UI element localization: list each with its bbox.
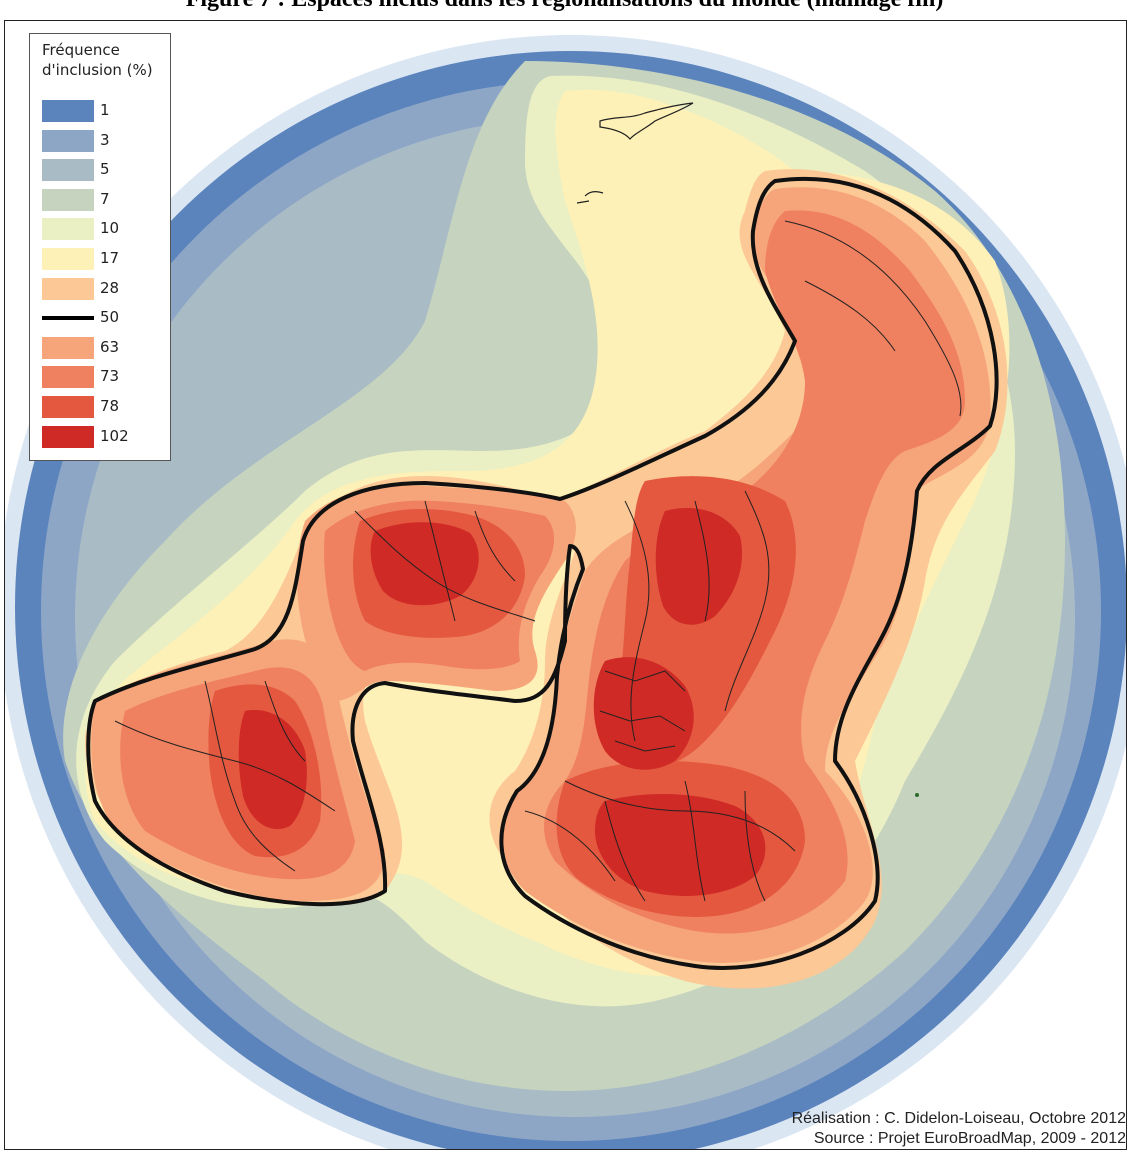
legend-label: 63 bbox=[100, 337, 120, 356]
legend-swatch bbox=[42, 396, 94, 418]
legend-label: 1 bbox=[100, 101, 110, 119]
credits-realisation: Réalisation : C. Didelon-Loiseau, Octobr… bbox=[791, 1110, 1126, 1127]
sa-102 bbox=[238, 710, 307, 830]
europe-102 bbox=[593, 657, 694, 770]
legend-swatch bbox=[42, 366, 94, 389]
legend-title: Fréquence d'inclusion (%) bbox=[42, 40, 153, 80]
legend-label: 7 bbox=[100, 189, 110, 208]
legend-label: 10 bbox=[100, 219, 120, 238]
legend-label: 102 bbox=[100, 426, 129, 445]
legend-title-line1: Fréquence bbox=[42, 41, 120, 59]
legend-title-line2: d'inclusion (%) bbox=[42, 61, 153, 79]
legend: Fréquence d'inclusion (%) 1 3 5 7 10 17 28 50 63… bbox=[29, 33, 171, 461]
legend-swatch bbox=[42, 159, 94, 182]
legend-swatch bbox=[42, 336, 94, 359]
legend-swatch bbox=[42, 248, 94, 270]
core-region bbox=[91, 187, 991, 963]
legend-label: 5 bbox=[100, 160, 110, 179]
map-title: Figure 7 : Espaces inclus dans les régio… bbox=[0, 0, 1129, 13]
contour-50 bbox=[86, 176, 999, 970]
legend-swatch bbox=[42, 218, 94, 241]
africa-102 bbox=[595, 794, 766, 896]
na-102 bbox=[370, 522, 479, 606]
legend-label: 17 bbox=[100, 249, 120, 267]
legend-label: 50 bbox=[100, 308, 120, 327]
legend-line-swatch bbox=[42, 307, 94, 329]
asia-102 bbox=[655, 508, 743, 625]
island-dot bbox=[915, 793, 919, 797]
credits: Réalisation : C. Didelon-Loiseau, Octobr… bbox=[792, 1109, 1126, 1149]
legend-swatch bbox=[42, 100, 94, 122]
arctic-outlines bbox=[576, 102, 694, 204]
legend-swatch bbox=[42, 425, 94, 448]
map-frame: Fréquence d'inclusion (%) 1 3 5 7 10 17 28 50 63… bbox=[4, 20, 1127, 1150]
legend-swatch bbox=[42, 188, 94, 211]
legend-label: 78 bbox=[100, 397, 120, 415]
legend-label: 73 bbox=[100, 367, 120, 386]
legend-label: 3 bbox=[100, 130, 110, 149]
world-inclusion-map bbox=[5, 35, 1126, 1149]
legend-swatch bbox=[42, 129, 94, 152]
legend-label: 28 bbox=[100, 278, 120, 297]
country-borders bbox=[114, 220, 962, 902]
credits-source: Source : Projet EuroBroadMap, 2009 - 201… bbox=[813, 1130, 1126, 1147]
legend-swatch bbox=[42, 277, 94, 300]
